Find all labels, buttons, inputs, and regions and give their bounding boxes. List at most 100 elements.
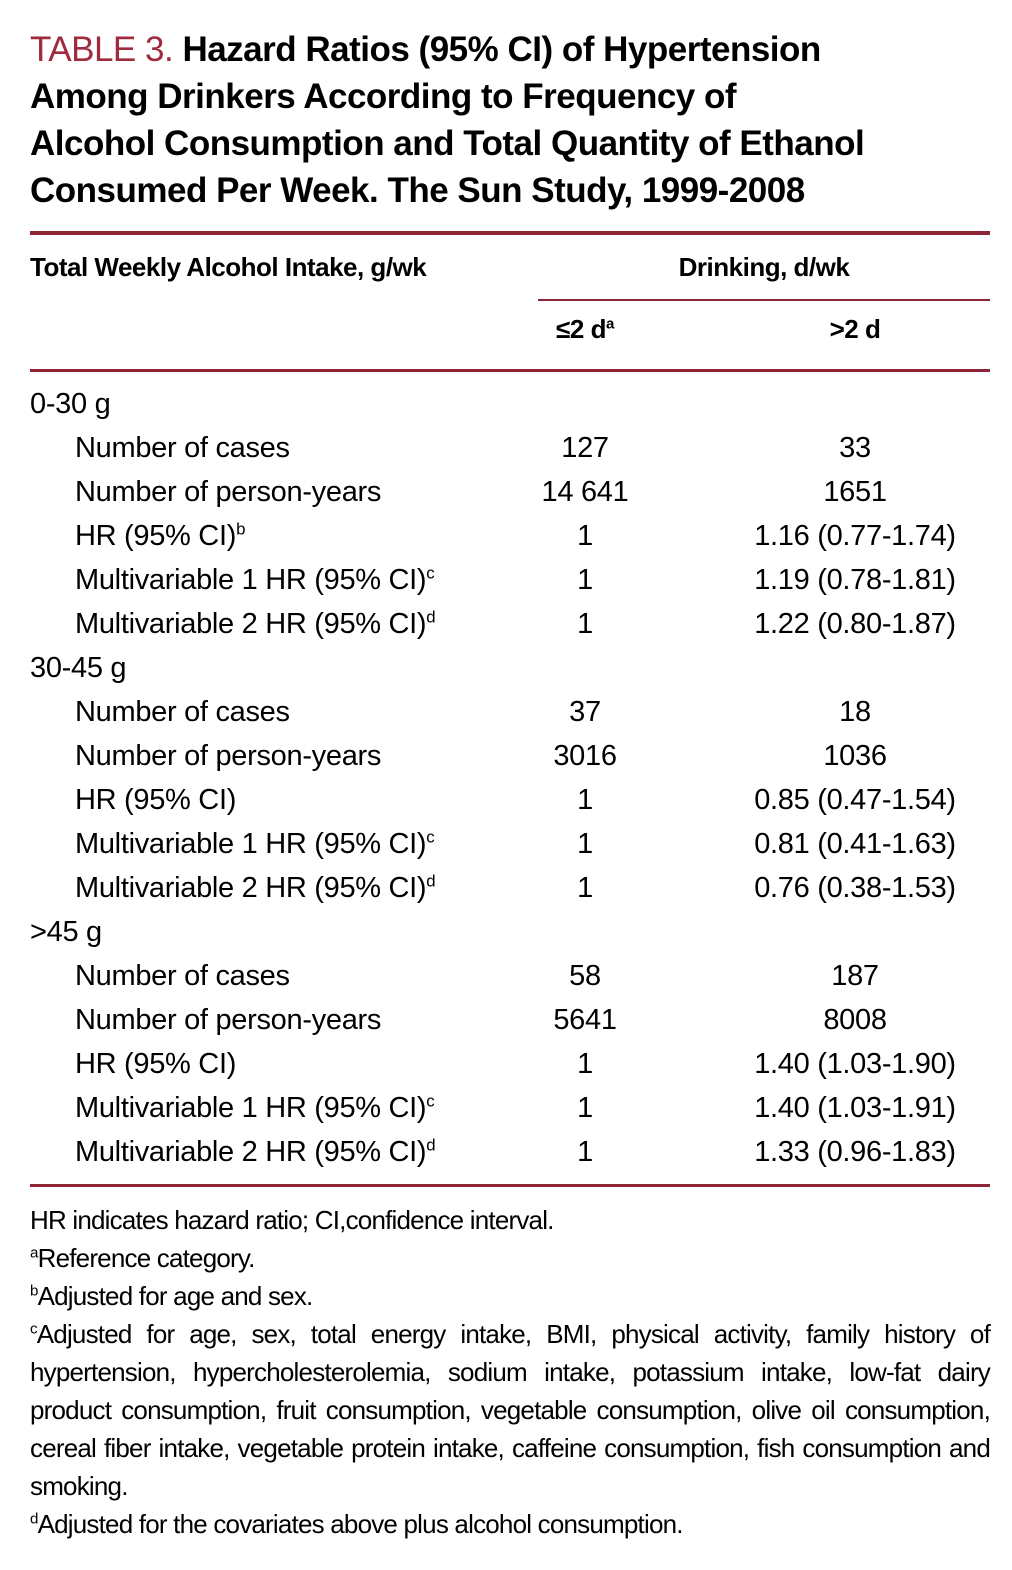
footnote-text: Reference category.	[37, 1243, 256, 1273]
row-label-text: HR (95% CI)	[75, 1048, 237, 1080]
cell-gt2d: 0.85 (0.47-1.54)	[754, 784, 956, 816]
cell-gt2d: 187	[831, 960, 879, 992]
table-row: Number of person-years 3016 1036	[30, 734, 990, 778]
cell-gt2d: 1.16 (0.77-1.74)	[754, 520, 956, 552]
cell-le2d: 3016	[553, 740, 617, 772]
cell-le2d: 127	[561, 432, 609, 464]
row-label-text: Multivariable 2 HR (95% CI)	[75, 872, 427, 904]
cell-gt2d: 0.76 (0.38-1.53)	[754, 872, 956, 904]
cell-gt2d: 1.22 (0.80-1.87)	[754, 608, 956, 640]
cell-le2d: 5641	[553, 1004, 617, 1036]
cell-le2d: 1	[577, 1048, 593, 1080]
row-label-text: Multivariable 2 HR (95% CI)	[75, 1136, 427, 1168]
cell-le2d: 1	[577, 1092, 593, 1124]
table-row: Number of person-years 5641 8008	[30, 998, 990, 1042]
title-line-3: Alcohol Consumption and Total Quantity o…	[30, 124, 865, 163]
cell-gt2d: 8008	[823, 1004, 887, 1036]
cell-gt2d: 1.40 (1.03-1.91)	[754, 1092, 956, 1124]
footnote-text: Adjusted for the covariates above plus a…	[37, 1509, 684, 1539]
header-bottom-rule	[30, 369, 990, 372]
footnote-sup: b	[30, 1282, 38, 1300]
column-group-header-drinking: Drinking, d/wk	[678, 252, 850, 282]
column-header-intake: Total Weekly Alcohol Intake, g/wk	[30, 252, 427, 282]
table-row: Number of cases 37 18	[30, 690, 990, 734]
cell-le2d: 1	[577, 1136, 593, 1168]
row-label-text: Multivariable 1 HR (95% CI)	[75, 828, 427, 860]
table-row: Multivariable 2 HR (95% CI)d 1 0.76 (0.3…	[30, 866, 990, 910]
table-header-row-2: ≤2 da >2 d	[30, 311, 990, 347]
footnote-sup: d	[30, 1510, 38, 1528]
drinking-underline-rule	[538, 299, 990, 301]
subcolumn-header-le2d: ≤2 da	[556, 314, 614, 344]
table-row: HR (95% CI)b 1 1.16 (0.77-1.74)	[30, 514, 990, 558]
footnote-text: HR indicates hazard ratio; CI,confidence…	[30, 1205, 554, 1235]
row-label-sup: c	[426, 1091, 435, 1111]
table-number-label: TABLE 3.	[30, 30, 174, 69]
subcolumn-header-gt2d: >2 d	[829, 314, 881, 344]
row-label-sup: c	[426, 563, 435, 583]
title-line-4: Consumed Per Week. The Sun Study, 1999-2…	[30, 171, 805, 210]
cell-gt2d: 1.40 (1.03-1.90)	[754, 1048, 956, 1080]
group-label: >45 g	[30, 916, 102, 948]
table-row-group: 0-30 g	[30, 382, 990, 426]
footnote-sup: a	[30, 1244, 38, 1262]
row-label-text: HR (95% CI)	[75, 784, 237, 816]
footnotes: HR indicates hazard ratio; CI,confidence…	[30, 1201, 991, 1543]
table-row-group: 30-45 g	[30, 646, 990, 690]
cell-gt2d: 1.19 (0.78-1.81)	[754, 564, 956, 596]
cell-le2d: 1	[577, 520, 593, 552]
group-label: 30-45 g	[30, 652, 127, 684]
title-line-1: TABLE 3. Hazard Ratios (95% CI) of Hyper…	[30, 26, 990, 73]
table-row: HR (95% CI) 1 0.85 (0.47-1.54)	[30, 778, 990, 822]
footnote: HR indicates hazard ratio; CI,confidence…	[30, 1201, 990, 1239]
table-title: TABLE 3. Hazard Ratios (95% CI) of Hyper…	[30, 26, 990, 214]
cell-le2d: 1	[577, 872, 593, 904]
table-row: Number of cases 127 33	[30, 426, 990, 470]
row-label-sup: d	[426, 871, 436, 891]
table-row: Number of person-years 14 641 1651	[30, 470, 990, 514]
table-row: Multivariable 2 HR (95% CI)d 1 1.22 (0.8…	[30, 602, 990, 646]
cell-le2d: 1	[577, 564, 593, 596]
footnote: aReference category.	[30, 1239, 990, 1277]
row-label-text: Number of person-years	[75, 740, 382, 772]
table-row-group: >45 g	[30, 910, 990, 954]
table-header-row-1: Total Weekly Alcohol Intake, g/wk Drinki…	[30, 251, 990, 301]
row-label-sup: d	[426, 607, 436, 627]
footnote: dAdjusted for the covariates above plus …	[30, 1505, 990, 1543]
cell-le2d: 1	[577, 784, 593, 816]
cell-gt2d: 0.81 (0.41-1.63)	[754, 828, 956, 860]
cell-le2d: 14 641	[541, 476, 629, 508]
row-label-text: Number of cases	[75, 432, 290, 464]
cell-gt2d: 1036	[823, 740, 887, 772]
table-row: Multivariable 1 HR (95% CI)c 1 1.19 (0.7…	[30, 558, 990, 602]
table-row: Multivariable 2 HR (95% CI)d 1 1.33 (0.9…	[30, 1130, 990, 1174]
cell-gt2d: 33	[839, 432, 871, 464]
row-label-sup: d	[426, 1135, 436, 1155]
row-label-sup: c	[426, 827, 435, 847]
table-row: Multivariable 1 HR (95% CI)c 1 0.81 (0.4…	[30, 822, 990, 866]
footnote: bAdjusted for age and sex.	[30, 1277, 990, 1315]
drinking-header-area: Drinking, d/wk	[450, 251, 990, 301]
footnote-text: Adjusted for age, sex, total energy inta…	[30, 1319, 991, 1501]
row-label-text: Multivariable 1 HR (95% CI)	[75, 1092, 427, 1124]
row-label-text: HR (95% CI)	[75, 520, 237, 552]
table-body: 0-30 g Number of cases 127 33 Number of …	[30, 372, 990, 1174]
footnote-sup: c	[30, 1320, 38, 1338]
table-row: HR (95% CI) 1 1.40 (1.03-1.90)	[30, 1042, 990, 1086]
row-label-text: Multivariable 2 HR (95% CI)	[75, 608, 427, 640]
title-line-2: Among Drinkers According to Frequency of	[30, 77, 737, 116]
row-label-sup: b	[236, 519, 246, 539]
row-label-text: Number of cases	[75, 696, 290, 728]
row-label-text: Number of person-years	[75, 476, 382, 508]
top-rule	[30, 231, 990, 235]
group-label: 0-30 g	[30, 388, 111, 420]
row-label-text: Multivariable 1 HR (95% CI)	[75, 564, 427, 596]
cell-gt2d: 18	[839, 696, 871, 728]
cell-le2d: 1	[577, 608, 593, 640]
cell-le2d: 58	[569, 960, 601, 992]
title-line-1-text: Hazard Ratios (95% CI) of Hypertension	[182, 30, 821, 69]
footnote-text: Adjusted for age and sex.	[37, 1281, 314, 1311]
table-bottom-rule	[30, 1184, 990, 1187]
row-label-text: Number of person-years	[75, 1004, 382, 1036]
